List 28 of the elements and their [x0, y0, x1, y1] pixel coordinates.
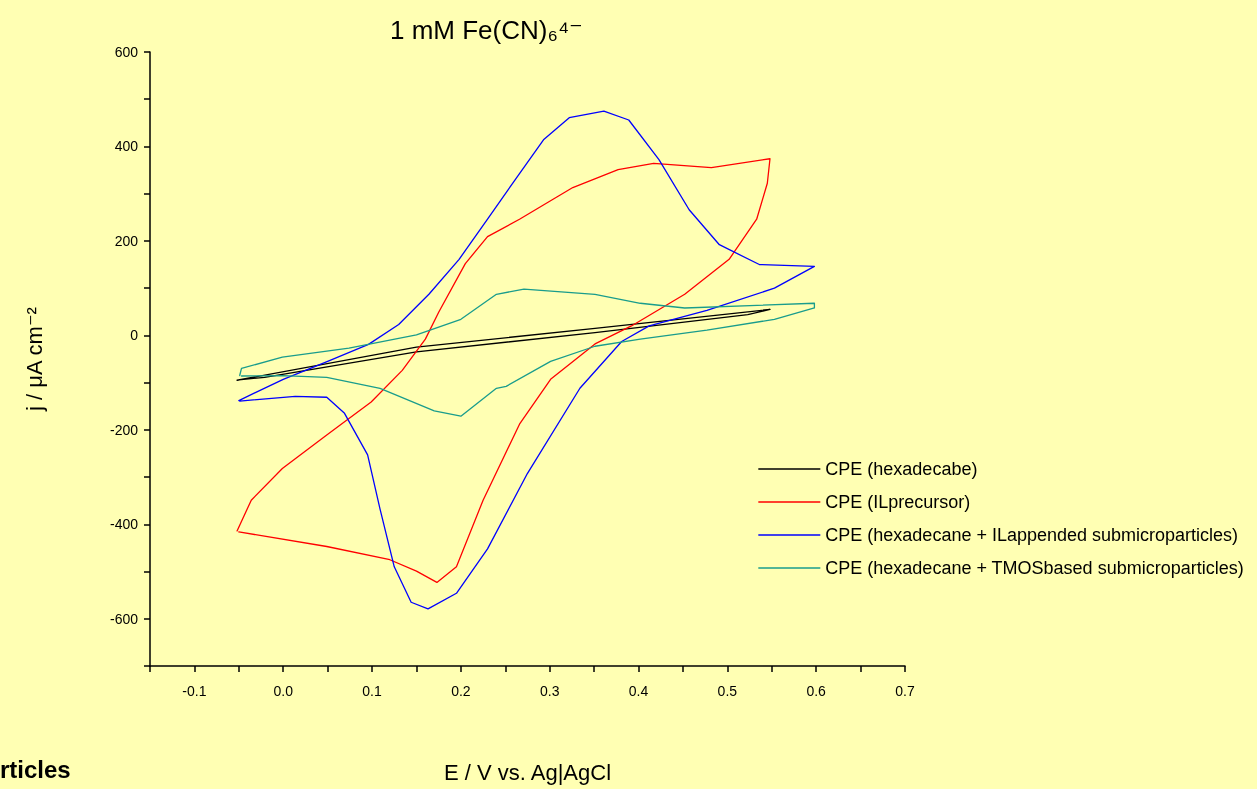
x-tick-label: 0.4: [628, 683, 649, 699]
x-tick-label: 0.2: [451, 683, 471, 699]
y-tick-label: 200: [114, 232, 139, 249]
legend-label: CPE (hexadecabe): [825, 459, 978, 479]
line-series: [239, 288, 816, 417]
y-tick-label: -600: [109, 610, 139, 627]
y-tick-label: 0: [130, 327, 139, 344]
x-tick-label: 0.6: [806, 683, 827, 699]
x-tick-label: 0.7: [895, 683, 915, 699]
y-tick-label: -400: [109, 516, 139, 533]
y-tick-label: -200: [109, 421, 139, 438]
x-tick-label: 0.0: [273, 683, 294, 699]
x-tick-label: -0.1: [182, 683, 207, 699]
y-axis-title: j / μA cm⁻²: [21, 307, 47, 412]
legend-label: CPE (hexadecane + ILappended submicroparticles): [825, 525, 1239, 545]
line-series: [236, 308, 771, 381]
line-series: [236, 158, 771, 584]
legend-label: CPE (hexadecane + TMOSbased submicroparticles): [825, 558, 1244, 578]
legend-label: CPE (ILprecursor): [825, 492, 971, 512]
x-tick-label: 0.3: [539, 683, 560, 699]
y-tick-label: 600: [114, 44, 139, 60]
x-tick-label: 0.5: [717, 683, 738, 699]
line-series: [238, 110, 816, 610]
y-tick-label: 400: [114, 138, 139, 155]
x-axis-title: E / V vs. Ag|AgCl: [443, 759, 612, 785]
chart-title: 1 mM Fe(CN)₆⁴⁻: [390, 15, 583, 45]
x-tick-label: 0.1: [362, 683, 382, 699]
text: rticles: [0, 755, 71, 783]
